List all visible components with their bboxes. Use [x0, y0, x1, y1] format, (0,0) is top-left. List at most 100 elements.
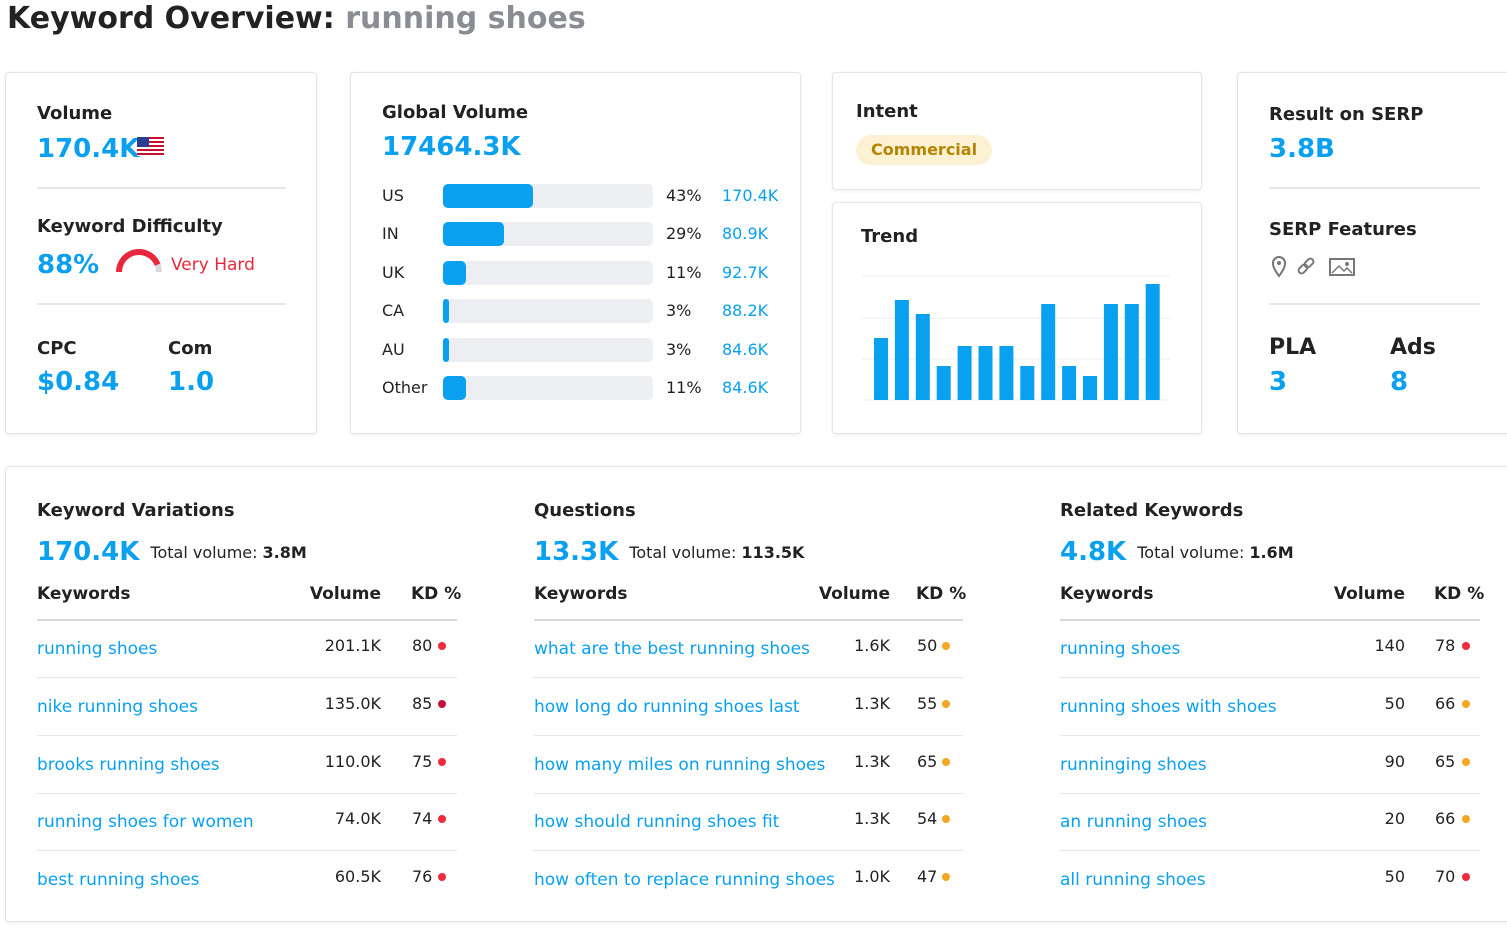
row-rule [534, 677, 963, 678]
col-header: Volume [1333, 584, 1405, 604]
trend-bar [915, 314, 930, 400]
keyword-link[interactable]: running shoes for women [37, 812, 254, 833]
country-name: Other [382, 378, 428, 397]
keyword-link[interactable]: brooks running shoes [37, 754, 220, 775]
kd-dot [1462, 757, 1470, 766]
kd-dot [438, 642, 446, 650]
kd-dot [942, 815, 950, 824]
divider [37, 303, 286, 305]
row-rule [37, 792, 457, 794]
trend-bar [1062, 366, 1077, 400]
section-count: 170.4K [37, 537, 140, 567]
keyword-link[interactable]: how many miles on running shoes [534, 754, 826, 775]
us-flag [137, 137, 164, 156]
keyword-kd: 47 [917, 867, 938, 887]
country-bar [443, 337, 450, 362]
row-rule [534, 734, 963, 736]
divider [1269, 187, 1480, 189]
country-bar-track [443, 260, 653, 285]
col-header: Keywords [37, 584, 131, 604]
trend-bar [1145, 284, 1160, 400]
title-text: Keyword Overview: [7, 1, 335, 36]
kd-dot [942, 873, 950, 882]
keyword-link[interactable]: how often to replace running shoes [534, 870, 835, 891]
country-name: IN [382, 224, 399, 244]
keyword-kd: 50 [917, 636, 938, 655]
country-name: AU [382, 339, 405, 359]
country-volume: 92.7K [722, 262, 769, 282]
serp-feature-icons [1271, 256, 1355, 278]
row-rule [534, 792, 963, 794]
keyword-link[interactable]: what are the best running shoes [534, 639, 810, 659]
keyword-volume: 1.3K [854, 809, 890, 829]
col-header: Keywords [534, 584, 628, 604]
com-label: Com [168, 338, 213, 359]
col-header: Volume [309, 584, 381, 604]
pla-value: 3 [1269, 367, 1288, 397]
keyword-link[interactable]: best running shoes [37, 870, 200, 891]
intent-card [832, 72, 1202, 190]
kd-value: 88% [37, 250, 100, 280]
keyword-kd: 76 [412, 867, 433, 887]
row-rule [1060, 850, 1480, 852]
country-volume: 84.6K [722, 339, 769, 359]
keyword-volume: 110.0K [324, 751, 381, 771]
keyword-link[interactable]: all running shoes [1060, 870, 1206, 891]
serp-result-label: Result on SERP [1269, 104, 1424, 125]
keyword-volume: 140 [1374, 636, 1405, 655]
country-volume: 84.6K [722, 378, 769, 397]
trend-bar [1020, 366, 1035, 400]
kd-label: Keyword Difficulty [37, 216, 223, 237]
intent-label: Intent [856, 101, 918, 122]
col-header: Volume [818, 584, 890, 604]
keyword-kd: 75 [412, 751, 433, 771]
country-name: CA [382, 301, 405, 321]
keyword-volume: 50 [1384, 693, 1405, 713]
keyword-volume: 1.3K [854, 751, 890, 771]
table-header-rule [534, 619, 963, 621]
kd-dot [942, 699, 950, 708]
keyword-link[interactable]: runninging shoes [1060, 754, 1207, 775]
col-header: KD % [916, 584, 967, 604]
col-header: KD % [411, 584, 462, 604]
keyword-link[interactable]: how should running shoes fit [534, 812, 780, 833]
keyword-volume: 60.5K [334, 867, 381, 887]
trend-bar [936, 366, 951, 400]
keyword-link[interactable]: running shoes with shoes [1060, 696, 1277, 717]
row-rule [37, 850, 457, 852]
keyword-link[interactable]: an running shoes [1060, 812, 1207, 833]
title-keyword: running shoes [345, 1, 586, 36]
ads-value: 8 [1390, 367, 1409, 397]
section-count: 4.8K [1060, 537, 1127, 567]
keyword-volume: 1.3K [854, 693, 890, 713]
keywords-card [5, 466, 1507, 922]
country-share: 43% [666, 186, 702, 205]
keyword-link[interactable]: nike running shoes [37, 696, 198, 717]
keyword-link[interactable]: running shoes [37, 639, 158, 659]
keyword-kd: 65 [1435, 751, 1456, 771]
country-bar [443, 376, 467, 400]
keyword-kd: 80 [412, 636, 433, 655]
kd-dot [1462, 642, 1470, 650]
serp-result-value: 3.8B [1269, 134, 1335, 164]
keyword-volume: 50 [1384, 867, 1405, 887]
keyword-link[interactable]: how long do running shoes last [534, 696, 800, 717]
trend-bar [1103, 304, 1118, 400]
section-count: 13.3K [534, 537, 619, 567]
trend-bar [874, 338, 888, 400]
country-volume: 88.2K [722, 301, 769, 321]
country-share: 29% [666, 224, 702, 244]
summary-card [5, 72, 317, 434]
country-share: 11% [666, 262, 702, 282]
keyword-link[interactable]: running shoes [1060, 639, 1181, 659]
col-header: KD % [1434, 584, 1485, 604]
kd-dot [1462, 699, 1470, 708]
ads-label: Ads [1390, 335, 1436, 360]
country-bar-track [443, 376, 653, 400]
kd-level: Very Hard [171, 255, 255, 275]
intent-badge: Commercial [856, 135, 993, 165]
country-bar [443, 222, 504, 247]
kd-dot [942, 642, 950, 650]
global-volume-label: Global Volume [382, 102, 529, 123]
